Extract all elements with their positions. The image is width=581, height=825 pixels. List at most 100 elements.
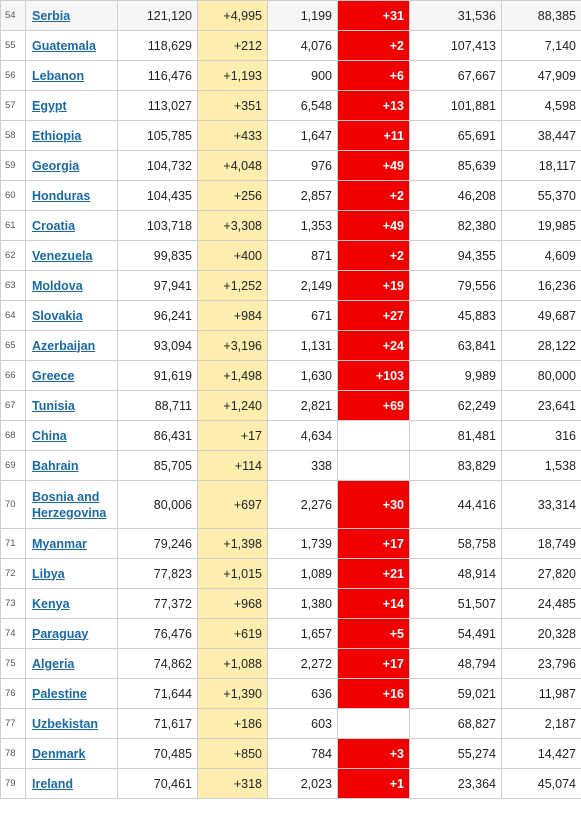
total-deaths-cell: 784 xyxy=(267,738,338,769)
table-row: 65 Azerbaijan 93,094 +3,196 1,131 +24 63,841 28… xyxy=(0,330,581,361)
new-deaths-cell: +2 xyxy=(337,240,410,271)
country-link[interactable]: Azerbaijan xyxy=(32,338,96,353)
new-deaths-cell: +103 xyxy=(337,360,410,391)
country-link[interactable]: Georgia xyxy=(32,158,80,173)
rank-cell: 55 xyxy=(0,30,26,61)
active-cases-cell: 47,909 xyxy=(501,60,581,91)
country-link[interactable]: Palestine xyxy=(32,686,87,701)
country-cell: Greece xyxy=(25,360,118,391)
total-deaths-cell: 1,199 xyxy=(267,0,338,31)
country-link[interactable]: Venezuela xyxy=(32,248,93,263)
table-row: 73 Kenya 77,372 +968 1,380 +14 51,507 24,485 xyxy=(0,588,581,619)
country-link[interactable]: Egypt xyxy=(32,98,67,113)
total-cases-cell: 70,461 xyxy=(117,768,198,799)
total-recovered-cell: 55,274 xyxy=(409,738,502,769)
total-deaths-cell: 6,548 xyxy=(267,90,338,121)
country-link[interactable]: Ireland xyxy=(32,776,73,791)
active-cases-cell: 16,236 xyxy=(501,270,581,301)
new-deaths-cell: +16 xyxy=(337,678,410,709)
active-cases-cell: 4,609 xyxy=(501,240,581,271)
country-link[interactable]: Guatemala xyxy=(32,38,96,53)
rank-cell: 66 xyxy=(0,360,26,391)
country-link[interactable]: Tunisia xyxy=(32,398,75,413)
new-deaths-cell: +5 xyxy=(337,618,410,649)
country-link[interactable]: Serbia xyxy=(32,8,71,23)
country-cell: Croatia xyxy=(25,210,118,241)
total-deaths-cell: 636 xyxy=(267,678,338,709)
rank-cell: 77 xyxy=(0,708,26,739)
total-recovered-cell: 62,249 xyxy=(409,390,502,421)
table-row: 60 Honduras 104,435 +256 2,857 +2 46,208 55,370 xyxy=(0,180,581,211)
new-cases-cell: +433 xyxy=(197,120,268,151)
country-link[interactable]: Croatia xyxy=(32,218,76,233)
rank-cell: 65 xyxy=(0,330,26,361)
new-deaths-cell: +21 xyxy=(337,558,410,589)
country-link[interactable]: Ethiopia xyxy=(32,128,82,143)
country-cell: Ethiopia xyxy=(25,120,118,151)
new-deaths-cell: +2 xyxy=(337,30,410,61)
rank-cell: 72 xyxy=(0,558,26,589)
total-deaths-cell: 1,131 xyxy=(267,330,338,361)
country-link[interactable]: Kenya xyxy=(32,596,70,611)
new-deaths-cell: +49 xyxy=(337,210,410,241)
country-link[interactable]: Denmark xyxy=(32,746,86,761)
country-cell: Serbia xyxy=(25,0,118,31)
rank-cell: 60 xyxy=(0,180,26,211)
table-row: 61 Croatia 103,718 +3,308 1,353 +49 82,380 19,9… xyxy=(0,210,581,241)
country-cell: Lebanon xyxy=(25,60,118,91)
total-cases-cell: 121,120 xyxy=(117,0,198,31)
new-cases-cell: +351 xyxy=(197,90,268,121)
new-deaths-cell: +17 xyxy=(337,648,410,679)
total-deaths-cell: 1,657 xyxy=(267,618,338,649)
country-cell: Venezuela xyxy=(25,240,118,271)
rank-cell: 69 xyxy=(0,450,26,481)
active-cases-cell: 316 xyxy=(501,420,581,451)
table-row: 55 Guatemala 118,629 +212 4,076 +2 107,413 7,14… xyxy=(0,30,581,61)
new-deaths-cell: +3 xyxy=(337,738,410,769)
country-link[interactable]: Moldova xyxy=(32,278,83,293)
table-row: 72 Libya 77,823 +1,015 1,089 +21 48,914 27,820 xyxy=(0,558,581,589)
country-link[interactable]: Slovakia xyxy=(32,308,83,323)
table-row: 58 Ethiopia 105,785 +433 1,647 +11 65,691 38,44… xyxy=(0,120,581,151)
new-cases-cell: +1,252 xyxy=(197,270,268,301)
table-row: 59 Georgia 104,732 +4,048 976 +49 85,639 18,117 xyxy=(0,150,581,181)
total-recovered-cell: 9,989 xyxy=(409,360,502,391)
country-link[interactable]: Algeria xyxy=(32,656,75,671)
total-recovered-cell: 107,413 xyxy=(409,30,502,61)
table-body: 54 Serbia 121,120 +4,995 1,199 +31 31,536 88,38… xyxy=(0,0,581,799)
total-deaths-cell: 4,634 xyxy=(267,420,338,451)
country-link[interactable]: Libya xyxy=(32,566,65,581)
country-cell: Paraguay xyxy=(25,618,118,649)
active-cases-cell: 4,598 xyxy=(501,90,581,121)
total-recovered-cell: 68,827 xyxy=(409,708,502,739)
active-cases-cell: 20,328 xyxy=(501,618,581,649)
country-cell: Guatemala xyxy=(25,30,118,61)
rank-cell: 61 xyxy=(0,210,26,241)
total-cases-cell: 118,629 xyxy=(117,30,198,61)
country-link[interactable]: Honduras xyxy=(32,188,91,203)
new-cases-cell: +1,240 xyxy=(197,390,268,421)
country-link[interactable]: China xyxy=(32,428,67,443)
country-link[interactable]: Lebanon xyxy=(32,68,85,83)
total-cases-cell: 91,619 xyxy=(117,360,198,391)
total-deaths-cell: 2,276 xyxy=(267,480,338,529)
total-recovered-cell: 45,883 xyxy=(409,300,502,331)
total-deaths-cell: 1,739 xyxy=(267,528,338,559)
active-cases-cell: 14,427 xyxy=(501,738,581,769)
new-deaths-cell: +19 xyxy=(337,270,410,301)
active-cases-cell: 28,122 xyxy=(501,330,581,361)
country-link[interactable]: Uzbekistan xyxy=(32,716,98,731)
total-recovered-cell: 83,829 xyxy=(409,450,502,481)
country-link[interactable]: Bosnia and Herzegovina xyxy=(32,489,107,520)
country-link[interactable]: Greece xyxy=(32,368,75,383)
country-link[interactable]: Paraguay xyxy=(32,626,89,641)
country-link[interactable]: Myanmar xyxy=(32,536,87,551)
new-deaths-cell: +17 xyxy=(337,528,410,559)
country-cell: Honduras xyxy=(25,180,118,211)
country-link[interactable]: Bahrain xyxy=(32,458,79,473)
table-row: 70 Bosnia and Herzegovina 80,006 +697 2,276 +… xyxy=(0,480,581,529)
total-cases-cell: 70,485 xyxy=(117,738,198,769)
new-cases-cell: +1,193 xyxy=(197,60,268,91)
country-cell: Tunisia xyxy=(25,390,118,421)
new-cases-cell: +1,088 xyxy=(197,648,268,679)
